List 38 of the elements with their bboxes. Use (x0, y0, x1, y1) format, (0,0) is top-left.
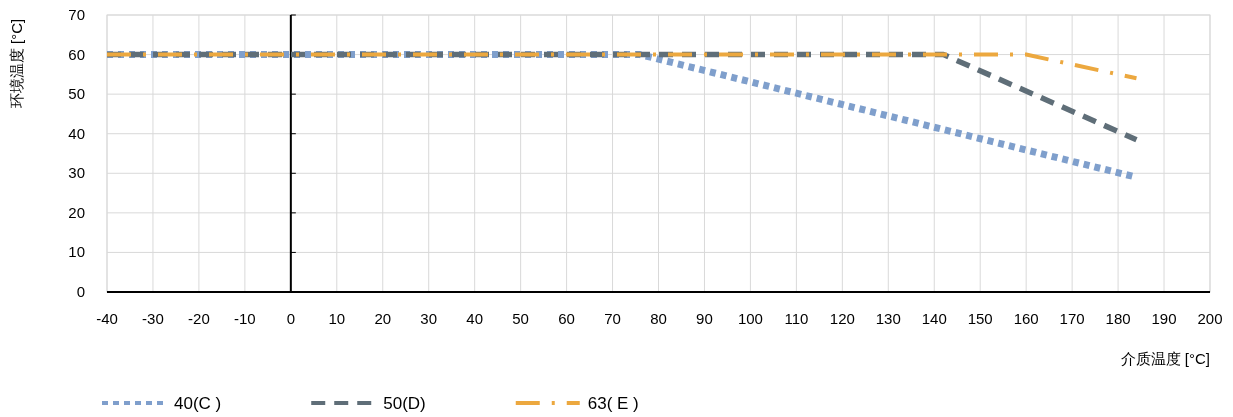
x-tick-label: 60 (558, 310, 575, 327)
x-tick-label: 180 (1105, 310, 1131, 327)
x-tick-label: -40 (96, 310, 118, 327)
x-tick-label: 110 (784, 310, 809, 327)
y-tick-label: 70 (68, 6, 85, 23)
x-tick-label: 40 (466, 310, 484, 327)
x-tick-label: 50 (512, 310, 529, 327)
x-tick-label: 150 (967, 310, 993, 327)
x-tick-label: -10 (234, 310, 256, 327)
x-tick-label: 200 (1197, 310, 1223, 327)
x-tick-label: 130 (875, 310, 901, 327)
x-tick-label: 120 (829, 310, 855, 327)
y-tick-label: 60 (68, 45, 85, 63)
x-tick-label: -20 (188, 310, 210, 327)
x-tick-label: 170 (1059, 310, 1085, 327)
x-tick-label: 70 (604, 310, 621, 327)
x-tick-label: 10 (328, 310, 346, 327)
x-tick-label: -30 (142, 310, 164, 327)
y-tick-label: 30 (68, 164, 85, 182)
y-tick-label: 10 (68, 243, 85, 261)
legend-label: 50(D) (383, 394, 426, 413)
x-tick-label: 80 (650, 310, 667, 327)
x-axis-title: 介质温度 [°C] (1120, 350, 1210, 367)
x-tick-label: 0 (286, 310, 296, 327)
x-tick-label: 140 (921, 310, 947, 327)
x-tick-label: 20 (374, 310, 392, 327)
y-tick-label: 40 (68, 124, 85, 142)
legend-label: 40(C ) (174, 394, 222, 413)
x-tick-label: 190 (1151, 310, 1177, 327)
y-tick-label: 0 (76, 283, 85, 300)
legend-label: 63( E ) (587, 394, 639, 413)
y-axis-title: 环境温度 [°C] (8, 18, 25, 109)
y-tick-label: 50 (68, 85, 85, 103)
x-tick-label: 30 (420, 310, 438, 327)
x-tick-label: 90 (696, 310, 713, 327)
x-tick-label: 100 (737, 310, 763, 327)
x-tick-label: 160 (1013, 310, 1039, 327)
y-tick-label: 20 (68, 203, 85, 221)
